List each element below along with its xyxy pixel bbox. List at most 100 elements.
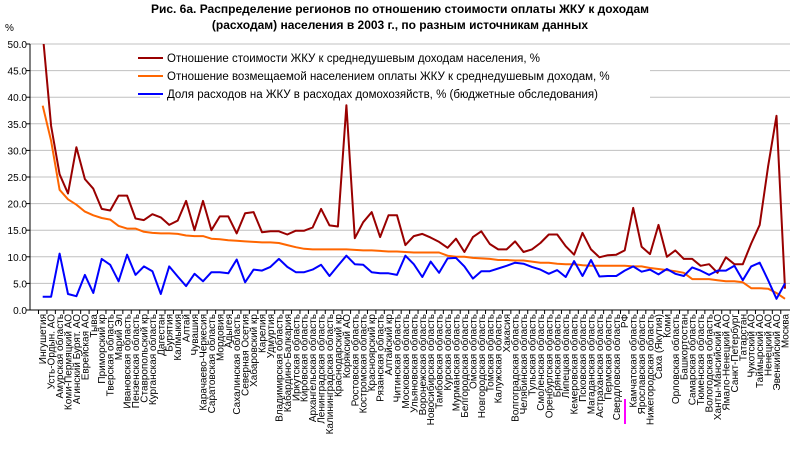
x-category-label: Красноярский кр [367,314,378,392]
x-category-label: Псковская область [577,314,589,402]
highlight-marker [624,399,626,424]
x-category-label: Корякский АО [342,314,353,379]
x-category-label: Нижегородская область [645,314,657,425]
x-category-label: Оренбургская область [543,314,555,418]
x-category-label: Белгородская область [459,314,471,418]
x-category-label: Ставропольский кр [139,314,150,403]
x-category-label: Курская область [442,314,454,391]
series-line-2 [41,105,786,300]
y-tick-label: 20.0 [8,200,28,211]
series-lines [41,44,786,300]
y-tick-label: 40.0 [8,93,28,104]
x-category-label: Иркутская область [290,314,302,401]
y-axis-label: % [5,23,14,34]
x-category-label: Ульяновская область [408,314,420,413]
x-category-label: Новосибирская область [425,314,437,425]
x-category-label: Костромская область [358,314,370,413]
x-category-label: РФ [620,314,631,329]
x-category-label: Вологодская область [704,314,716,413]
chart-title-line-2: (расходам) населения в 2003 г., по разны… [212,18,589,32]
y-tick-label: 50.0 [8,40,28,51]
x-category-label: Алтай [182,314,193,342]
x-category-label: Челябинская область [518,314,530,414]
x-category-label: Ростовская область [349,314,361,406]
x-category-label: Омская область [467,314,479,389]
x-category-label: Саратовская область [206,314,218,413]
x-category-label: Новгородская область [476,314,488,418]
legend-label-3: Доля расходов на ЖКУ в расходах домохозя… [167,89,598,101]
x-category-label: Московская область [400,314,412,409]
x-category-label: Бурятия [165,314,176,352]
x-category-label: Сахалинская область [231,314,243,415]
x-category-label: Чукотский АО [747,314,758,378]
y-tick-label: 45.0 [8,67,28,78]
x-category-label: Агинский Бурят. АО [72,314,83,404]
x-category-label: Курганская область [147,314,159,405]
x-category-label: Кемеровская область [569,314,581,415]
x-category-label: Санкт-Петербург [729,314,741,393]
x-category-label: Усть-Ордын. АО [47,314,58,389]
y-tick-labels: 0.0 5.0 10.0 15.0 20.0 25.0 30.0 35.0 40.0 45.0 50… [8,40,28,317]
x-category-label: Пензенская область [130,314,142,408]
x-category-label: Башкортостан [679,314,690,380]
x-category-label: Эвенкийский АО [772,314,783,391]
x-category-label: Таймырский АО [755,314,766,388]
x-category-label: Саха (Якутия) [654,314,665,379]
x-category-label: Ханты-Мансийский АО [713,314,724,420]
x-category-label: Рязанская область [375,314,387,402]
legend: Отношение стоимости ЖКУ к среднедушевым … [138,53,610,101]
x-category-label: Ленинградская область [316,314,328,424]
x-category-label: Орловская область [670,314,682,404]
x-category-label: Коми [662,314,673,338]
x-category-label: Ингушетия [38,314,49,364]
x-category-label: Карачаево-Черкесия [198,314,209,411]
x-category-label: Тульская область [526,314,538,396]
x-category-label: Томская область [484,314,496,392]
x-category-label: Приморский кр [97,314,108,384]
x-category-label: Тверская область [105,314,117,396]
x-category-label: Москва [780,314,791,349]
x-category-label: Архангельская область [307,314,319,422]
x-category-label: Мурманская область [451,314,463,411]
x-category-label: Липецкая область [560,314,572,398]
x-category-label: Хабаровский кр [248,314,260,387]
y-tick-label: 5.0 [13,279,27,290]
y-tick-label: 35.0 [8,120,28,131]
x-category-label: Кабардино-Балкария [282,314,294,412]
x-category-label: Воронежская область [417,314,429,415]
x-category-label: Марий Эл [114,314,125,360]
x-category-label: Камчатская область [628,314,640,408]
x-category-label: Краснодарский кр [333,314,344,397]
x-category-label: Свердловская область [611,314,623,420]
legend-label-1: Отношение стоимости ЖКУ к среднедушевым … [167,53,540,65]
x-category-label: Калужская область [493,314,505,403]
x-category-label: Хакасия [502,314,513,352]
x-category-label: Читинская область [391,314,403,402]
x-category-label: Амурская область [54,314,66,398]
x-category-label: Тамбовская область [434,314,446,409]
x-category-label: Владимирская область [273,314,285,422]
x-category-label: Тыва [89,314,100,338]
series-line-3 [42,252,786,300]
x-category-label: Ярославская область [636,314,648,414]
x-category-label: Адыгея [224,314,235,348]
legend-label-2: Отношение возмещаемой населением оплаты … [167,71,610,83]
y-tick-label: 0.0 [13,306,27,317]
x-category-label: Еврейская АО [80,314,91,380]
x-category-label: Дагестан [156,314,167,356]
x-category-label: Магаданская область [585,314,597,414]
x-category-label: Северная Осетия [241,314,252,396]
x-category-label: Брянская область [552,314,564,397]
x-category-label: Калмыкия [173,314,184,361]
x-category-label: Кировская область [299,314,311,402]
x-category-label: Алтайский кр [384,314,395,376]
x-category-label: Коми-Пермяцкий АО [64,314,75,410]
x-category-label: Ивановская область [122,314,134,409]
x-category-label: Самарская область [687,314,699,405]
y-tick-label: 30.0 [8,146,28,157]
x-category-label: Смоленская область [535,314,547,411]
x-category-label: Ямало-Ненецкий АО [721,314,732,411]
x-category-label: Удмуртия [266,314,277,358]
y-tick-label: 10.0 [8,253,28,264]
